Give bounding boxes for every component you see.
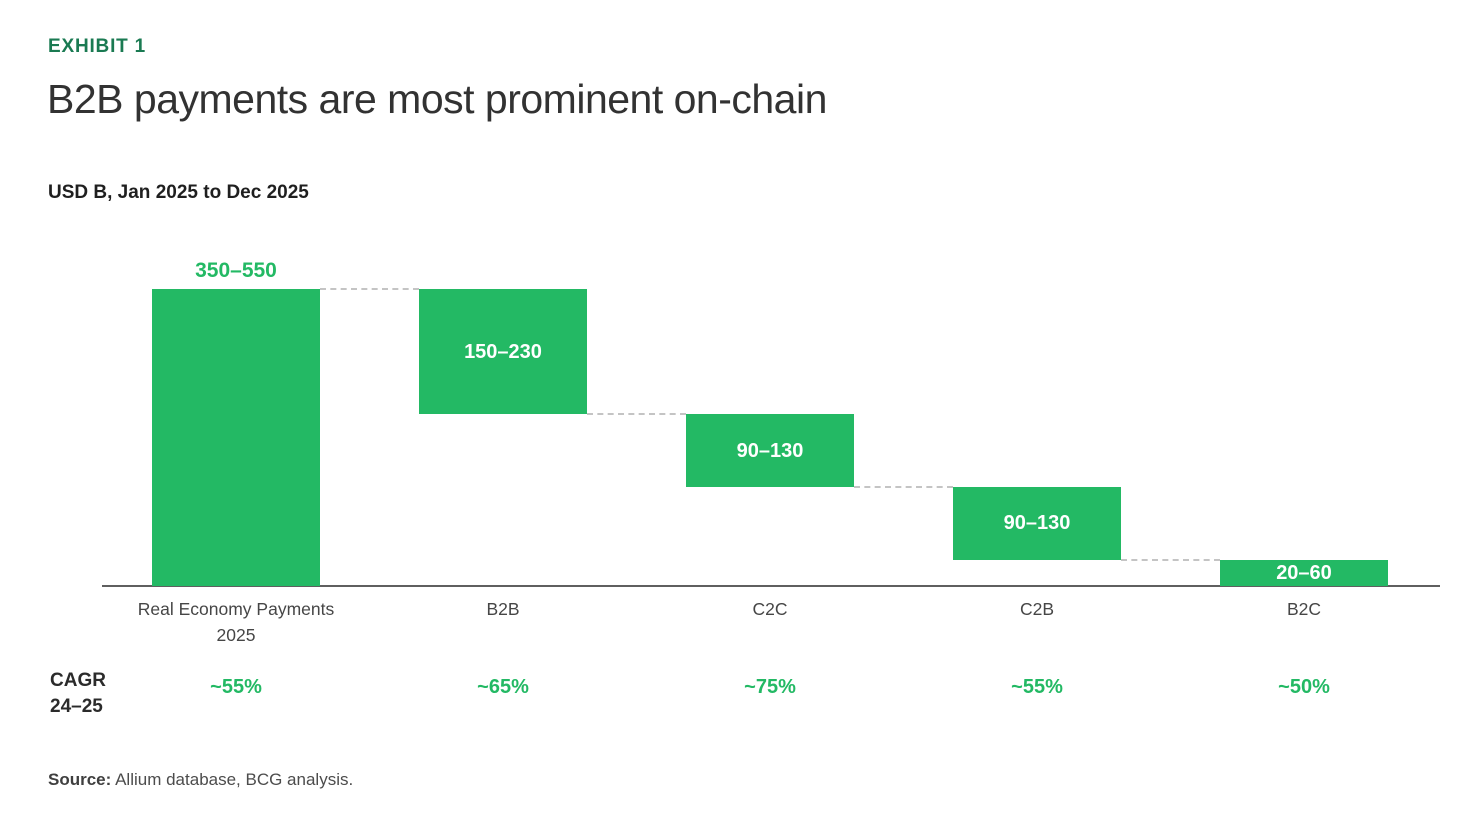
waterfall-connector-4 — [1121, 558, 1220, 561]
waterfall-connector-1 — [320, 288, 419, 290]
bar-value-label-c2c: 90–130 — [736, 439, 804, 462]
exhibit-label: EXHIBIT 1 — [48, 36, 146, 57]
source-note: Source: Allium database, BCG analysis. — [48, 770, 353, 790]
bar-segment-b2b: 150–230 — [419, 289, 587, 415]
chart-units-subtitle: USD B, Jan 2025 to Dec 2025 — [48, 182, 309, 203]
cagr-value-c2b: ~55% — [1011, 676, 1063, 698]
category-label-c2c: C2C — [752, 599, 788, 619]
category-label-b2b: B2B — [486, 599, 520, 619]
category-label-c2b: C2B — [1019, 599, 1055, 619]
cagr-value-real-economy-payments-2025: ~55% — [210, 676, 262, 698]
bar-segment-c2b: 90–130 — [953, 487, 1121, 560]
bar-value-label-b2b: 150–230 — [464, 340, 542, 363]
cagr-row-label: CAGR 24–25 — [50, 668, 106, 720]
x-axis-baseline — [102, 585, 1440, 587]
source-text: Allium database, BCG analysis. — [115, 770, 354, 789]
bar-value-label-real-economy-payments-2025: 350–550 — [195, 259, 277, 282]
bar-segment-c2c: 90–130 — [686, 414, 854, 487]
category-label-b2c: B2C — [1286, 599, 1322, 619]
category-label-real-economy-payments-2025: Real Economy Payments 2025 — [137, 599, 335, 646]
cagr-value-c2c: ~75% — [744, 676, 796, 698]
cagr-row-label-line2: 24–25 — [50, 695, 103, 717]
waterfall-connector-2 — [587, 413, 686, 416]
bar-value-label-b2c: 20–60 — [1276, 561, 1332, 584]
page-title: B2B payments are most prominent on-chain — [47, 76, 827, 122]
bar-segment-real-economy-payments-2025 — [152, 289, 320, 586]
bar-value-label-c2b: 90–130 — [1003, 512, 1071, 535]
cagr-value-b2c: ~50% — [1278, 676, 1330, 698]
cagr-row-label-line1: CAGR — [50, 670, 106, 691]
waterfall-connector-3 — [854, 486, 953, 488]
cagr-value-b2b: ~65% — [477, 676, 529, 698]
bar-segment-b2c: 20–60 — [1220, 559, 1388, 586]
source-label: Source: — [48, 770, 112, 789]
